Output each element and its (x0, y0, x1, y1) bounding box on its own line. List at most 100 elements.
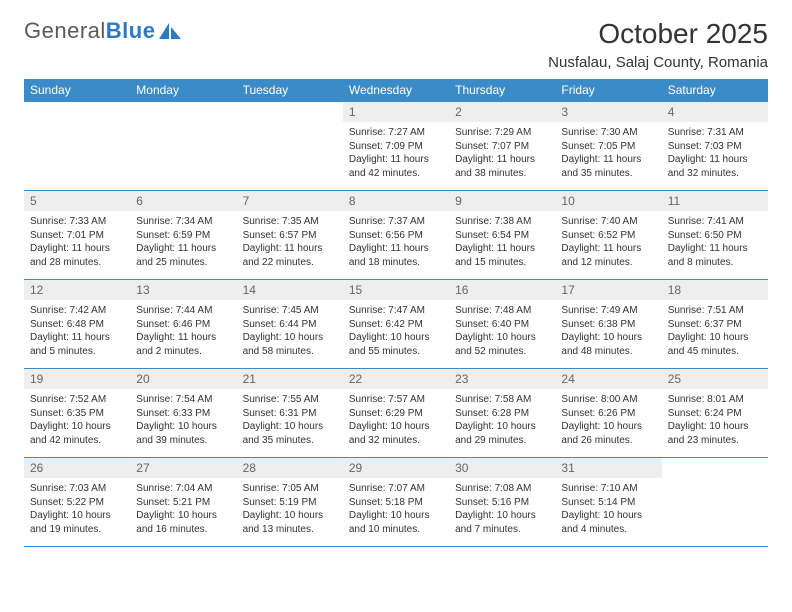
day-cell: 25Sunrise: 8:01 AMSunset: 6:24 PMDayligh… (662, 369, 768, 458)
day-body: Sunrise: 7:52 AMSunset: 6:35 PMDaylight:… (24, 389, 130, 457)
day-number: 3 (555, 102, 661, 122)
day-number: 24 (555, 369, 661, 389)
daylight-text: and 13 minutes. (243, 523, 337, 537)
day-number: 17 (555, 280, 661, 300)
day-number: 4 (662, 102, 768, 122)
sunrise-text: Sunrise: 7:51 AM (668, 304, 762, 318)
week-row: 19Sunrise: 7:52 AMSunset: 6:35 PMDayligh… (24, 369, 768, 458)
sunset-text: Sunset: 6:38 PM (561, 318, 655, 332)
day-number: 28 (237, 458, 343, 478)
day-body: Sunrise: 7:07 AMSunset: 5:18 PMDaylight:… (343, 478, 449, 546)
daylight-text: and 45 minutes. (668, 345, 762, 359)
day-number: 13 (130, 280, 236, 300)
day-cell: 13Sunrise: 7:44 AMSunset: 6:46 PMDayligh… (130, 280, 236, 369)
daylight-text: and 29 minutes. (455, 434, 549, 448)
day-body: Sunrise: 7:48 AMSunset: 6:40 PMDaylight:… (449, 300, 555, 368)
day-cell: 7Sunrise: 7:35 AMSunset: 6:57 PMDaylight… (237, 191, 343, 280)
day-cell: 26Sunrise: 7:03 AMSunset: 5:22 PMDayligh… (24, 458, 130, 547)
day-body: Sunrise: 7:51 AMSunset: 6:37 PMDaylight:… (662, 300, 768, 368)
daylight-text: and 23 minutes. (668, 434, 762, 448)
day-body: Sunrise: 7:41 AMSunset: 6:50 PMDaylight:… (662, 211, 768, 279)
day-body: Sunrise: 7:54 AMSunset: 6:33 PMDaylight:… (130, 389, 236, 457)
sunrise-text: Sunrise: 8:01 AM (668, 393, 762, 407)
daylight-text: and 35 minutes. (243, 434, 337, 448)
sunrise-text: Sunrise: 7:03 AM (30, 482, 124, 496)
day-body: Sunrise: 7:10 AMSunset: 5:14 PMDaylight:… (555, 478, 661, 546)
day-number: 11 (662, 191, 768, 211)
sail-icon (157, 21, 183, 41)
week-row: 26Sunrise: 7:03 AMSunset: 5:22 PMDayligh… (24, 458, 768, 547)
daylight-text: Daylight: 11 hours (30, 242, 124, 256)
sunrise-text: Sunrise: 8:00 AM (561, 393, 655, 407)
day-cell: 28Sunrise: 7:05 AMSunset: 5:19 PMDayligh… (237, 458, 343, 547)
sunset-text: Sunset: 6:24 PM (668, 407, 762, 421)
day-number: 5 (24, 191, 130, 211)
sunset-text: Sunset: 6:26 PM (561, 407, 655, 421)
empty-cell (662, 458, 768, 516)
daylight-text: Daylight: 11 hours (455, 153, 549, 167)
daylight-text: Daylight: 11 hours (561, 242, 655, 256)
day-cell (237, 102, 343, 191)
sunset-text: Sunset: 7:07 PM (455, 140, 549, 154)
daylight-text: Daylight: 10 hours (561, 420, 655, 434)
daylight-text: and 28 minutes. (30, 256, 124, 270)
day-cell: 6Sunrise: 7:34 AMSunset: 6:59 PMDaylight… (130, 191, 236, 280)
day-cell: 10Sunrise: 7:40 AMSunset: 6:52 PMDayligh… (555, 191, 661, 280)
day-number: 18 (662, 280, 768, 300)
day-cell: 29Sunrise: 7:07 AMSunset: 5:18 PMDayligh… (343, 458, 449, 547)
day-header: Thursday (449, 79, 555, 102)
day-body: Sunrise: 8:01 AMSunset: 6:24 PMDaylight:… (662, 389, 768, 457)
day-cell: 20Sunrise: 7:54 AMSunset: 6:33 PMDayligh… (130, 369, 236, 458)
daylight-text: Daylight: 10 hours (136, 420, 230, 434)
day-header: Sunday (24, 79, 130, 102)
daylight-text: and 35 minutes. (561, 167, 655, 181)
sunset-text: Sunset: 6:56 PM (349, 229, 443, 243)
day-body: Sunrise: 7:34 AMSunset: 6:59 PMDaylight:… (130, 211, 236, 279)
sunset-text: Sunset: 5:14 PM (561, 496, 655, 510)
sunset-text: Sunset: 7:09 PM (349, 140, 443, 154)
sunrise-text: Sunrise: 7:40 AM (561, 215, 655, 229)
sunrise-text: Sunrise: 7:47 AM (349, 304, 443, 318)
sunset-text: Sunset: 5:21 PM (136, 496, 230, 510)
daylight-text: Daylight: 10 hours (243, 509, 337, 523)
sunrise-text: Sunrise: 7:54 AM (136, 393, 230, 407)
day-body: Sunrise: 7:58 AMSunset: 6:28 PMDaylight:… (449, 389, 555, 457)
day-number: 16 (449, 280, 555, 300)
day-cell: 17Sunrise: 7:49 AMSunset: 6:38 PMDayligh… (555, 280, 661, 369)
daylight-text: and 32 minutes. (349, 434, 443, 448)
day-body: Sunrise: 7:30 AMSunset: 7:05 PMDaylight:… (555, 122, 661, 190)
daylight-text: Daylight: 10 hours (243, 420, 337, 434)
daylight-text: Daylight: 10 hours (349, 420, 443, 434)
day-number: 19 (24, 369, 130, 389)
brand-part1: General (24, 18, 106, 44)
brand-logo: GeneralBlue (24, 18, 183, 44)
day-body: Sunrise: 7:05 AMSunset: 5:19 PMDaylight:… (237, 478, 343, 546)
week-row: 1Sunrise: 7:27 AMSunset: 7:09 PMDaylight… (24, 102, 768, 191)
day-number: 12 (24, 280, 130, 300)
daylight-text: Daylight: 11 hours (349, 242, 443, 256)
sunset-text: Sunset: 6:52 PM (561, 229, 655, 243)
daylight-text: and 5 minutes. (30, 345, 124, 359)
day-cell (662, 458, 768, 547)
sunset-text: Sunset: 5:22 PM (30, 496, 124, 510)
day-body: Sunrise: 7:40 AMSunset: 6:52 PMDaylight:… (555, 211, 661, 279)
sunrise-text: Sunrise: 7:45 AM (243, 304, 337, 318)
daylight-text: and 8 minutes. (668, 256, 762, 270)
daylight-text: and 42 minutes. (30, 434, 124, 448)
day-body: Sunrise: 7:08 AMSunset: 5:16 PMDaylight:… (449, 478, 555, 546)
sunrise-text: Sunrise: 7:34 AM (136, 215, 230, 229)
day-body: Sunrise: 7:29 AMSunset: 7:07 PMDaylight:… (449, 122, 555, 190)
daylight-text: Daylight: 10 hours (349, 331, 443, 345)
sunset-text: Sunset: 7:03 PM (668, 140, 762, 154)
empty-cell (130, 102, 236, 160)
daylight-text: Daylight: 10 hours (455, 509, 549, 523)
day-cell (24, 102, 130, 191)
day-body: Sunrise: 7:33 AMSunset: 7:01 PMDaylight:… (24, 211, 130, 279)
day-cell: 1Sunrise: 7:27 AMSunset: 7:09 PMDaylight… (343, 102, 449, 191)
sunrise-text: Sunrise: 7:42 AM (30, 304, 124, 318)
day-number: 29 (343, 458, 449, 478)
daylight-text: Daylight: 10 hours (561, 509, 655, 523)
daylight-text: Daylight: 10 hours (455, 331, 549, 345)
day-body: Sunrise: 7:35 AMSunset: 6:57 PMDaylight:… (237, 211, 343, 279)
calendar-table: Sunday Monday Tuesday Wednesday Thursday… (24, 79, 768, 547)
